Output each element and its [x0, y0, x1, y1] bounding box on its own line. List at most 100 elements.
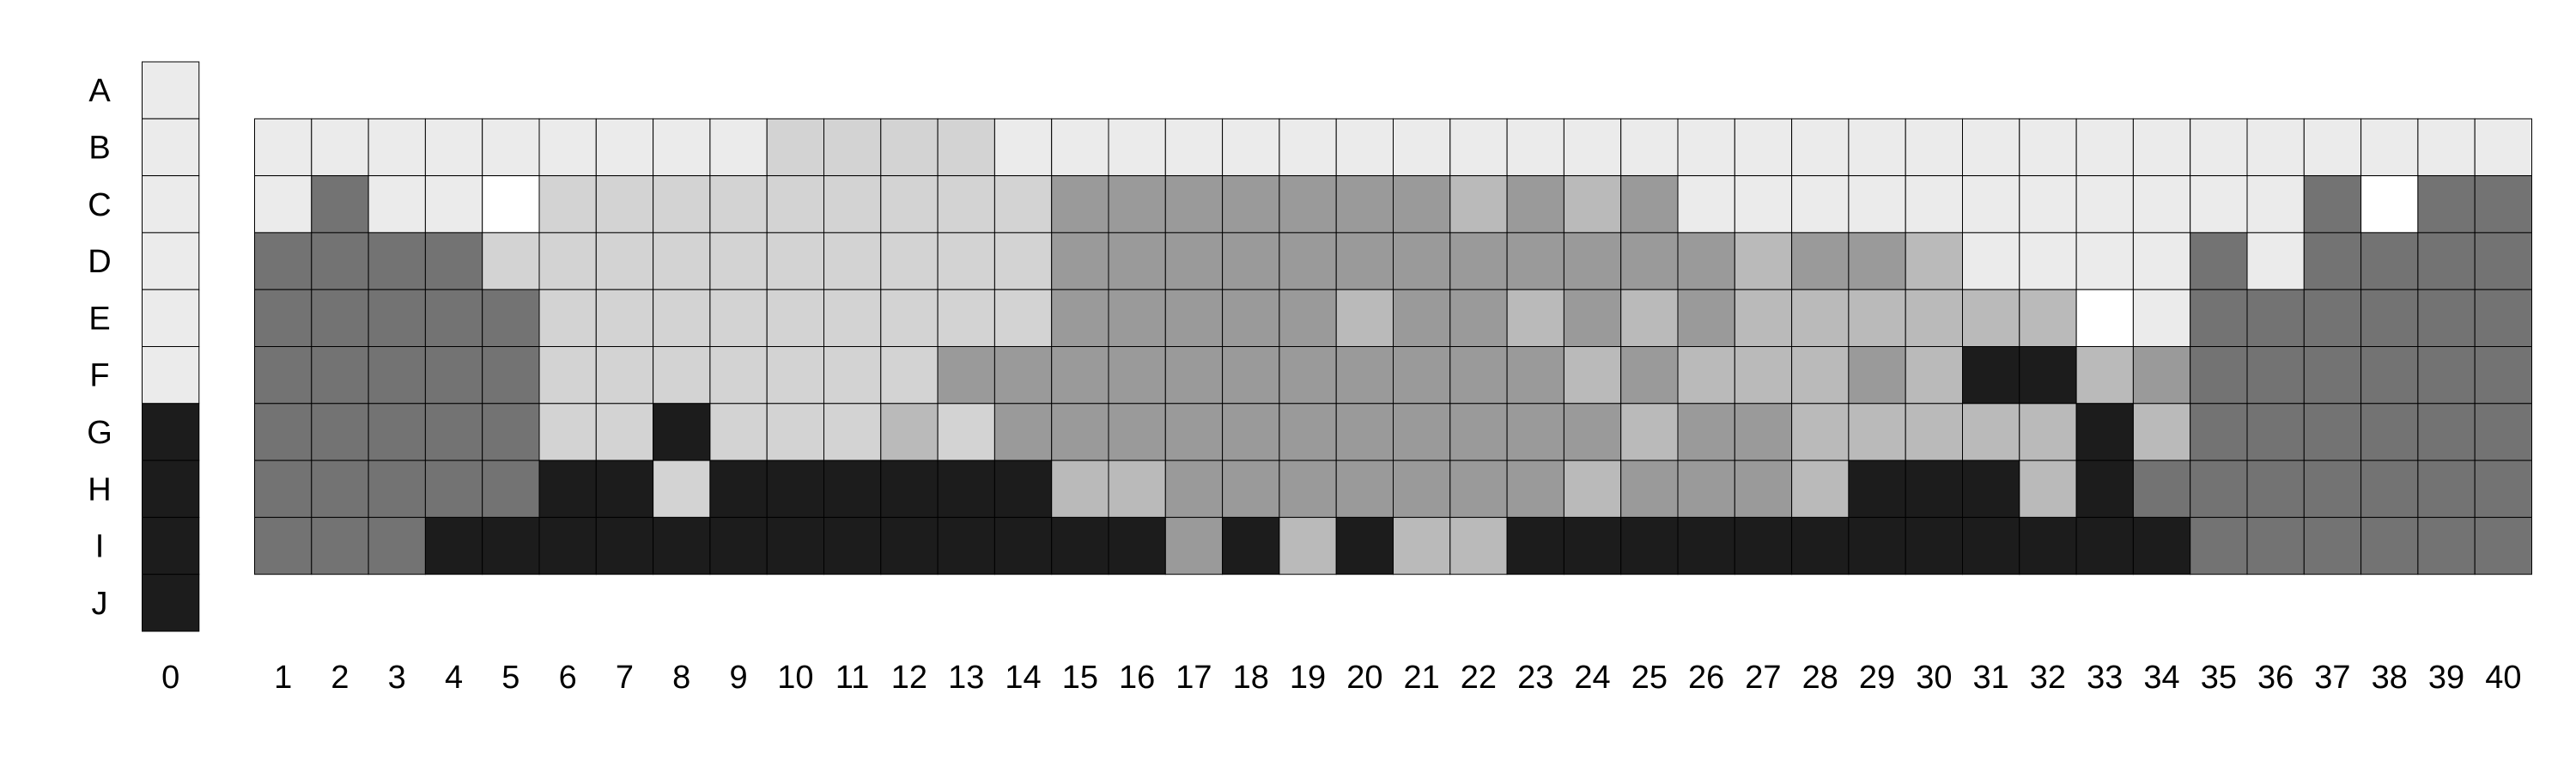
cell-G24: [1563, 403, 1622, 461]
cell-G17: [1164, 403, 1224, 461]
cell-E18: [1222, 289, 1280, 348]
cell-H10: [766, 460, 825, 518]
cell-C30: [1905, 175, 1963, 234]
cell-C0: [142, 175, 200, 234]
column-label-31: 31: [1973, 660, 2009, 696]
cell-I8: [653, 516, 711, 575]
cell-H22: [1449, 460, 1508, 518]
cell-F33: [2075, 346, 2134, 405]
cell-C13: [937, 175, 995, 234]
cell-B27: [1734, 118, 1793, 177]
cell-I26: [1677, 516, 1735, 575]
cell-E30: [1905, 289, 1963, 348]
column-label-6: 6: [559, 660, 577, 696]
cell-G38: [2360, 403, 2419, 461]
cell-H25: [1620, 460, 1679, 518]
cell-H0: [142, 460, 200, 518]
cell-E23: [1506, 289, 1564, 348]
column-label-21: 21: [1404, 660, 1440, 696]
cell-D29: [1848, 232, 1906, 290]
cell-H2: [311, 460, 369, 518]
cell-G35: [2190, 403, 2248, 461]
column-label-3: 3: [388, 660, 406, 696]
cell-D3: [368, 232, 426, 290]
cell-B16: [1108, 118, 1166, 177]
cell-E21: [1393, 289, 1451, 348]
column-label-36: 36: [2257, 660, 2293, 696]
cell-D18: [1222, 232, 1280, 290]
cell-G21: [1393, 403, 1451, 461]
cell-G15: [1051, 403, 1109, 461]
cell-G9: [709, 403, 768, 461]
cell-F12: [880, 346, 939, 405]
column-label-34: 34: [2143, 660, 2179, 696]
cell-I30: [1905, 516, 1963, 575]
cell-G26: [1677, 403, 1735, 461]
cell-I0: [142, 516, 200, 575]
column-label-22: 22: [1461, 660, 1497, 696]
cell-E36: [2246, 289, 2305, 348]
cell-B22: [1449, 118, 1508, 177]
cell-F18: [1222, 346, 1280, 405]
cell-E4: [424, 289, 483, 348]
cell-G14: [993, 403, 1053, 461]
cell-F37: [2303, 346, 2362, 405]
cell-F38: [2360, 346, 2419, 405]
cell-I3: [368, 516, 426, 575]
column-label-12: 12: [891, 660, 927, 696]
cell-C11: [823, 175, 882, 234]
cell-E6: [538, 289, 597, 348]
cell-H8: [653, 460, 711, 518]
cell-E37: [2303, 289, 2362, 348]
cell-C35: [2190, 175, 2248, 234]
cell-C1: [254, 175, 313, 234]
cell-E32: [2019, 289, 2077, 348]
cell-E35: [2190, 289, 2248, 348]
cell-B39: [2417, 118, 2476, 177]
cell-G29: [1848, 403, 1906, 461]
cell-B6: [538, 118, 597, 177]
column-label-20: 20: [1346, 660, 1382, 696]
cell-F30: [1905, 346, 1963, 405]
cell-C28: [1791, 175, 1850, 234]
column-label-29: 29: [1859, 660, 1895, 696]
cell-F4: [424, 346, 483, 405]
cell-E31: [1962, 289, 2020, 348]
cell-I20: [1335, 516, 1394, 575]
cell-D39: [2417, 232, 2476, 290]
cell-F26: [1677, 346, 1735, 405]
cell-J0: [142, 574, 200, 632]
cell-F25: [1620, 346, 1679, 405]
cell-I2: [311, 516, 369, 575]
cell-H36: [2246, 460, 2305, 518]
column-label-35: 35: [2201, 660, 2237, 696]
cell-E16: [1108, 289, 1166, 348]
cell-D22: [1449, 232, 1508, 290]
cell-I12: [880, 516, 939, 575]
cell-D30: [1905, 232, 1963, 290]
cell-I1: [254, 516, 313, 575]
column-label-19: 19: [1290, 660, 1326, 696]
cell-E8: [653, 289, 711, 348]
column-label-26: 26: [1688, 660, 1724, 696]
cell-H12: [880, 460, 939, 518]
cell-F0: [142, 346, 200, 405]
cell-G39: [2417, 403, 2476, 461]
cell-I11: [823, 516, 882, 575]
cell-G10: [766, 403, 825, 461]
column-label-33: 33: [2087, 660, 2123, 696]
cell-C24: [1563, 175, 1622, 234]
cell-D40: [2474, 232, 2532, 290]
column-label-27: 27: [1745, 660, 1781, 696]
cell-B24: [1563, 118, 1622, 177]
cell-G37: [2303, 403, 2362, 461]
cell-E0: [142, 289, 200, 348]
cell-B17: [1164, 118, 1224, 177]
cell-I37: [2303, 516, 2362, 575]
cell-G12: [880, 403, 939, 461]
cell-H11: [823, 460, 882, 518]
cell-G4: [424, 403, 483, 461]
cell-F28: [1791, 346, 1850, 405]
cell-B25: [1620, 118, 1679, 177]
column-label-24: 24: [1574, 660, 1610, 696]
